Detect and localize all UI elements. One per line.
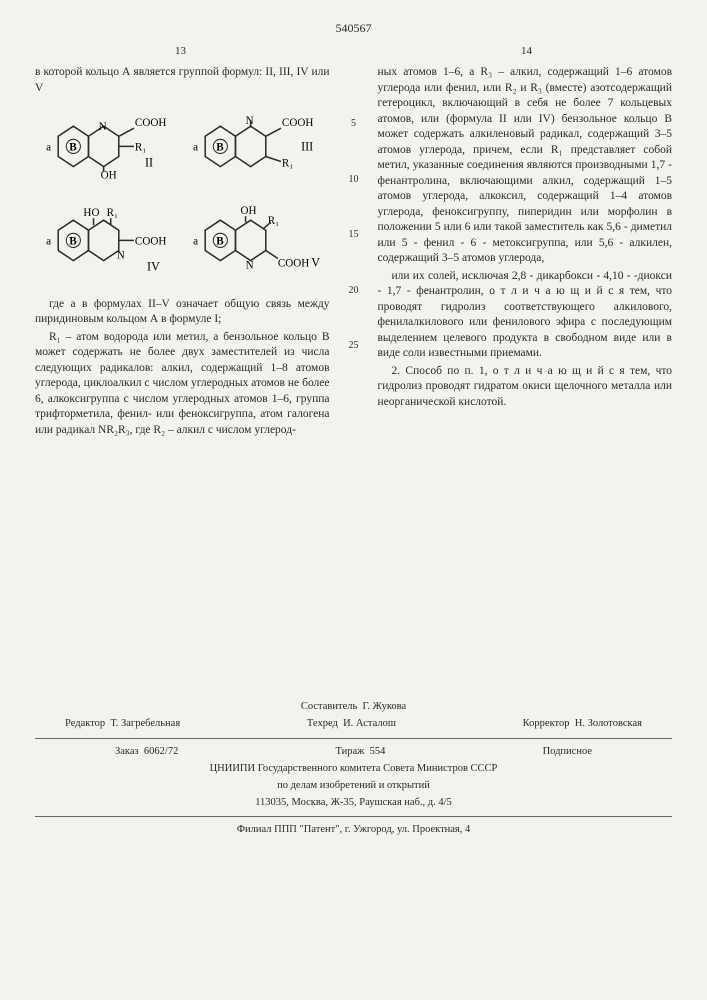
footer: Составитель Г. Жукова Редактор Т. Загреб… [35,700,672,837]
page-num-right: 14 [521,44,532,59]
col1-p2: где a в формулах II–V означает общую свя… [35,297,330,328]
subscription: Подписное [543,745,592,759]
corrector-label: Корректор [523,718,570,729]
svg-text:HO: HO [83,207,99,219]
svg-text:R₁: R₁ [107,207,118,219]
address-1: 113035, Москва, Ж-35, Раушская наб., д. … [35,796,672,810]
editor-name: Т. Загребельная [110,718,180,729]
col2-p2: или их солей, исключая 2,8 - дикарбокси … [378,269,673,362]
order-num: 6062/72 [144,746,178,757]
col1-p1: в которой кольцо А является группой форм… [35,65,330,96]
svg-text:R₁: R₁ [282,158,293,170]
editor-label: Редактор [65,718,105,729]
formula-iv: B a HO R₁ COOH N IV [38,200,179,286]
svg-text:N: N [246,260,254,272]
line-num: 15 [346,228,362,242]
column-left: в которой кольцо А является группой форм… [35,63,330,440]
line-num: 5 [346,117,362,131]
svg-text:COOH: COOH [135,236,166,248]
page-num-left: 13 [175,44,186,59]
svg-text:a: a [46,236,51,248]
col1-p3: R₁ – атом водорода или метил, а бензольн… [35,330,330,439]
tirage-num: 554 [370,746,386,757]
benzene-b: B [69,141,77,153]
org-line-2: по делам изобретений и открытий [35,779,672,793]
text-columns: в которой кольцо А является группой форм… [35,63,672,440]
tirage-label: Тираж [335,746,364,757]
svg-text:B: B [216,236,224,248]
r1-label: R₁ [135,141,146,153]
formula-label-v: V [311,256,320,270]
cooh-label: COOH [135,117,166,129]
svg-text:OH: OH [241,205,257,217]
branch-line: Филиал ППП "Патент", г. Ужгород, ул. Про… [35,823,672,837]
svg-text:COOH: COOH [278,258,309,270]
tech-name: И. Асталош [343,718,396,729]
line-num: 20 [346,284,362,298]
column-right: ных атомов 1–6, а R₃ – алкил, содержащий… [378,63,673,440]
page: 540567 13 14 в которой кольцо А является… [0,0,707,1000]
svg-text:R₁: R₁ [268,216,279,228]
svg-text:N: N [117,250,125,262]
line-numbers: 5 10 15 20 25 [346,63,362,440]
formula-label-iii: III [301,139,313,153]
corrector-name: Н. Золотовская [575,718,642,729]
chemical-formulas: B a N COOH R₁ OH II [35,102,330,291]
formula-v: B a OH R₁ N COOH V [185,200,326,286]
svg-text:B: B [216,141,224,153]
svg-text:COOH: COOH [282,117,313,129]
order-label: Заказ [115,746,139,757]
tech-label: Техред [307,718,338,729]
line-num: 25 [346,339,362,353]
page-numbers: 13 14 [35,44,672,59]
composer-name: Г. Жукова [363,701,407,712]
formula-iii: B a N COOH R₁ III [185,106,326,192]
svg-text:B: B [69,236,77,248]
formula-ii: B a N COOH R₁ OH II [38,106,179,192]
formula-label-ii: II [145,156,153,170]
composer-label: Составитель [301,701,357,712]
a-label: a [46,141,51,153]
line-num: 10 [346,173,362,187]
svg-text:a: a [193,236,198,248]
patent-number: 540567 [35,20,672,36]
org-line-1: ЦНИИПИ Государственного комитета Совета … [35,762,672,776]
col2-p1: ных атомов 1–6, а R₃ – алкил, содержащий… [378,65,673,267]
svg-text:N: N [246,115,254,127]
n-label: N [99,121,107,133]
svg-text:a: a [193,141,198,153]
col2-p3: 2. Способ по п. 1, о т л и ч а ю щ и й с… [378,364,673,411]
formula-label-iv: IV [147,260,160,274]
